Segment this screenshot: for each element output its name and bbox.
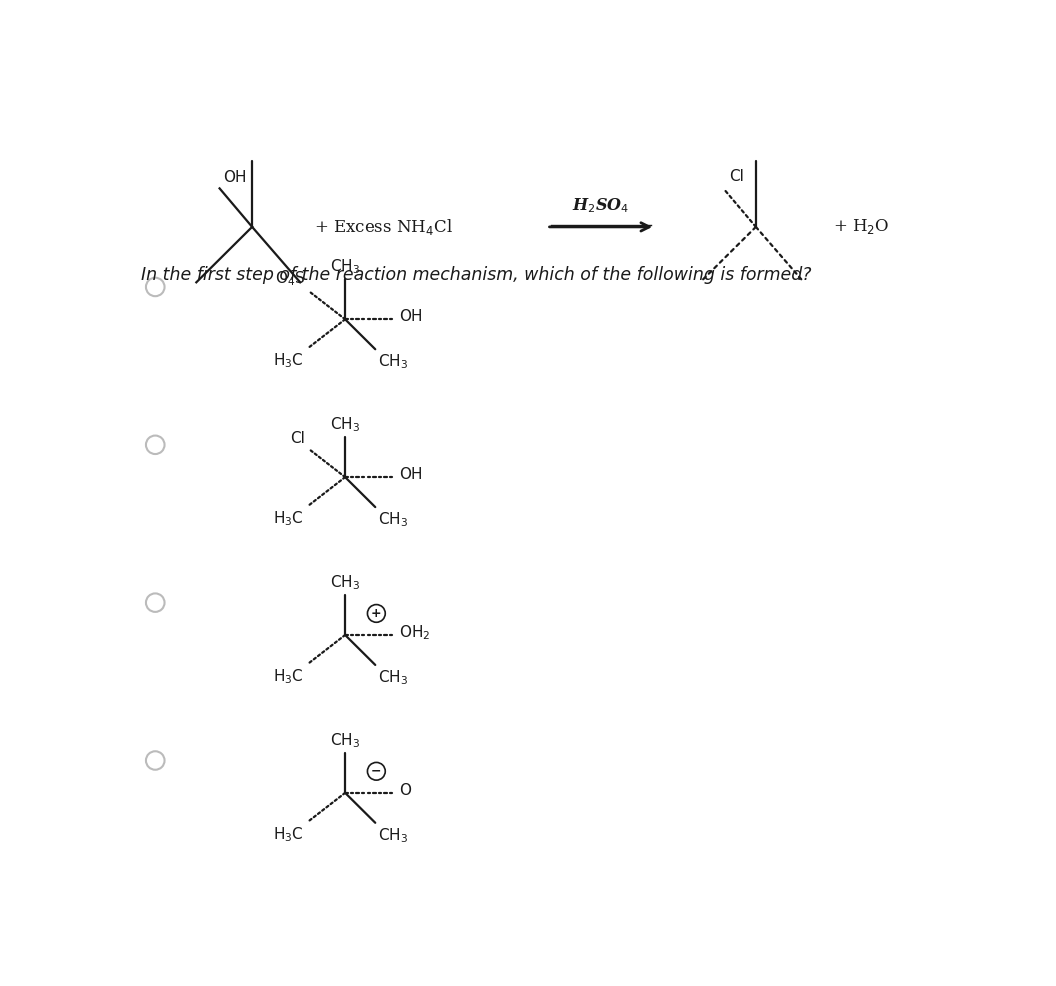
Text: CH$_3$: CH$_3$	[331, 257, 360, 276]
Text: H$_3$C: H$_3$C	[274, 352, 304, 371]
Text: OH: OH	[223, 171, 246, 185]
Text: O$_4$S: O$_4$S	[276, 269, 305, 288]
Text: H$_3$C: H$_3$C	[274, 825, 304, 844]
Text: OH$_2$: OH$_2$	[399, 623, 431, 642]
Text: CH$_3$: CH$_3$	[378, 669, 408, 686]
Text: Cl: Cl	[729, 169, 743, 183]
Text: OH: OH	[399, 467, 422, 482]
Text: H$_2$SO$_4$: H$_2$SO$_4$	[572, 196, 629, 215]
Text: OH: OH	[399, 310, 422, 324]
Text: H$_3$C: H$_3$C	[274, 510, 304, 528]
Text: CH$_3$: CH$_3$	[378, 510, 408, 528]
Text: CH$_3$: CH$_3$	[331, 415, 360, 434]
Text: −: −	[371, 765, 381, 778]
Text: In the first step of the reaction mechanism, which of the following is formed?: In the first step of the reaction mechan…	[142, 266, 812, 284]
Text: CH$_3$: CH$_3$	[331, 573, 360, 592]
Text: H$_3$C: H$_3$C	[274, 668, 304, 686]
Text: + Excess NH$_4$Cl: + Excess NH$_4$Cl	[314, 217, 453, 237]
Text: CH$_3$: CH$_3$	[378, 352, 408, 371]
Text: Cl: Cl	[290, 431, 305, 446]
Text: CH$_3$: CH$_3$	[331, 731, 360, 749]
Text: + H$_2$O: + H$_2$O	[833, 217, 890, 237]
Text: +: +	[371, 607, 381, 620]
Text: CH$_3$: CH$_3$	[378, 826, 408, 845]
Text: O: O	[399, 783, 412, 798]
